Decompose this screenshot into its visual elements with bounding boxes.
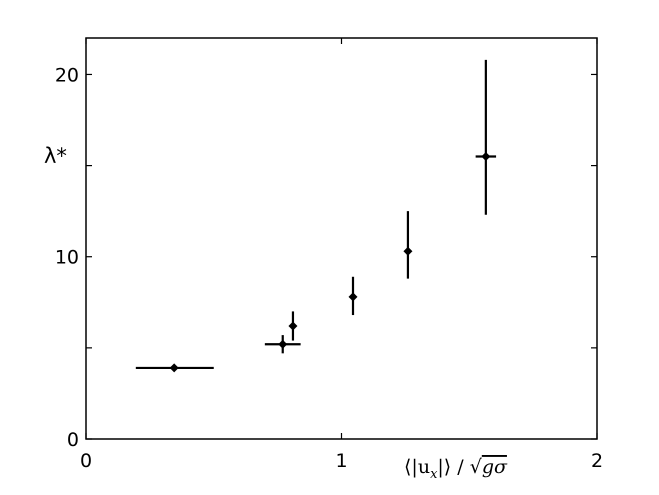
x-axis-label-radicand: gσ	[482, 456, 508, 478]
x-axis-label-tail: |⟩ / √	[437, 456, 482, 478]
y-tick-label-1: 10	[55, 247, 79, 269]
data-point-5	[481, 151, 491, 161]
data-point-group-1	[264, 335, 301, 354]
plot-area	[85, 37, 598, 440]
data-point-group-5	[475, 59, 497, 215]
data-point-group-4	[403, 211, 413, 279]
x-axis-label-head: ⟨|u	[404, 456, 430, 478]
data-point-3	[348, 292, 358, 302]
y-tick-label-2: 20	[55, 64, 79, 86]
data-point-1	[278, 339, 288, 349]
data-point-2	[288, 321, 298, 331]
x-tick-label-2: 2	[591, 450, 603, 472]
y-tick-label-0: 0	[67, 429, 79, 451]
y-axis-label: λ*	[44, 144, 67, 168]
data-marks	[135, 59, 497, 373]
x-tick-label-1: 1	[335, 450, 347, 472]
data-point-group-0	[135, 363, 214, 373]
data-point-0	[169, 363, 179, 373]
data-point-group-3	[348, 276, 358, 316]
data-point-group-2	[288, 311, 298, 341]
x-axis-label: ⟨|ux|⟩ / √gσ	[404, 456, 508, 482]
x-tick-label-0: 0	[80, 450, 92, 472]
data-point-4	[403, 246, 413, 256]
axes-frame	[85, 37, 598, 440]
x-axis-label-subscript: x	[430, 467, 438, 482]
